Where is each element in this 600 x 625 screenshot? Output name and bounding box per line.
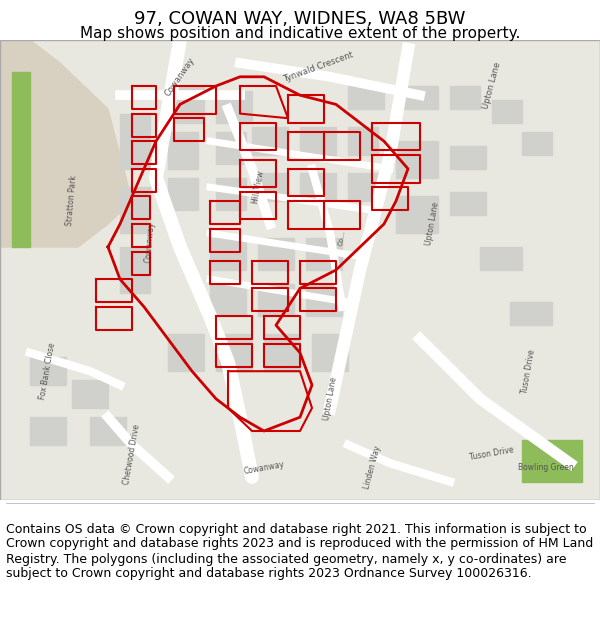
Bar [450,146,486,169]
Bar [348,127,378,155]
Text: Cowanway: Cowanway [243,460,285,476]
Bar [258,238,294,270]
Bar [168,334,204,371]
Bar [300,173,336,201]
Bar [450,192,486,215]
Text: Hill View: Hill View [251,170,265,204]
Text: Cowanway: Cowanway [144,221,156,263]
Bar [216,178,246,210]
Text: Tynwald Crescent: Tynwald Crescent [282,51,354,84]
Text: 97, COWAN WAY, WIDNES, WA8 5BW: 97, COWAN WAY, WIDNES, WA8 5BW [134,10,466,28]
Bar [168,178,198,210]
Text: Upton Lane: Upton Lane [424,202,440,246]
Bar [252,173,288,201]
Bar [120,247,150,293]
Bar [90,418,126,445]
Text: Upton Lane: Upton Lane [322,376,338,421]
Bar [168,86,204,123]
Polygon shape [0,40,132,247]
Text: Tuson Drive: Tuson Drive [520,348,536,394]
Bar [264,334,300,371]
Text: Tuson Drive: Tuson Drive [469,446,515,462]
Bar [396,196,438,233]
Text: Fox Bank Close: Fox Bank Close [38,342,58,401]
Bar [480,247,522,270]
Bar [30,418,66,445]
Bar [312,334,348,371]
Text: Cowanway: Cowanway [163,56,197,98]
Bar [12,72,30,247]
Bar [216,91,252,123]
Bar [402,86,438,109]
Bar [348,173,378,201]
Bar [216,132,246,164]
Bar [306,238,342,270]
Bar [306,284,342,316]
Text: Linden Way: Linden Way [362,445,382,491]
Bar [510,302,552,325]
Bar [120,188,150,233]
Text: Co...: Co... [338,229,346,246]
Text: Map shows position and indicative extent of the property.: Map shows position and indicative extent… [80,26,520,41]
Text: Chetwood Drive: Chetwood Drive [122,423,142,485]
Bar [120,114,150,169]
Bar [492,100,522,122]
Bar [348,86,384,109]
Bar [300,127,336,155]
Text: Upton Lane: Upton Lane [481,61,503,111]
Text: Stratton Park: Stratton Park [65,176,79,227]
Bar [216,334,252,371]
Bar [210,284,246,316]
Bar [210,238,246,270]
Bar [522,132,552,155]
Bar [30,357,66,385]
Text: Bowling Green: Bowling Green [518,463,574,472]
Bar [396,141,438,178]
Bar [258,284,294,316]
Text: Contains OS data © Crown copyright and database right 2021. This information is : Contains OS data © Crown copyright and d… [6,522,593,581]
Bar [252,127,288,155]
Bar [522,440,582,482]
Bar [168,132,198,169]
Bar [72,381,108,408]
Bar [450,86,480,109]
